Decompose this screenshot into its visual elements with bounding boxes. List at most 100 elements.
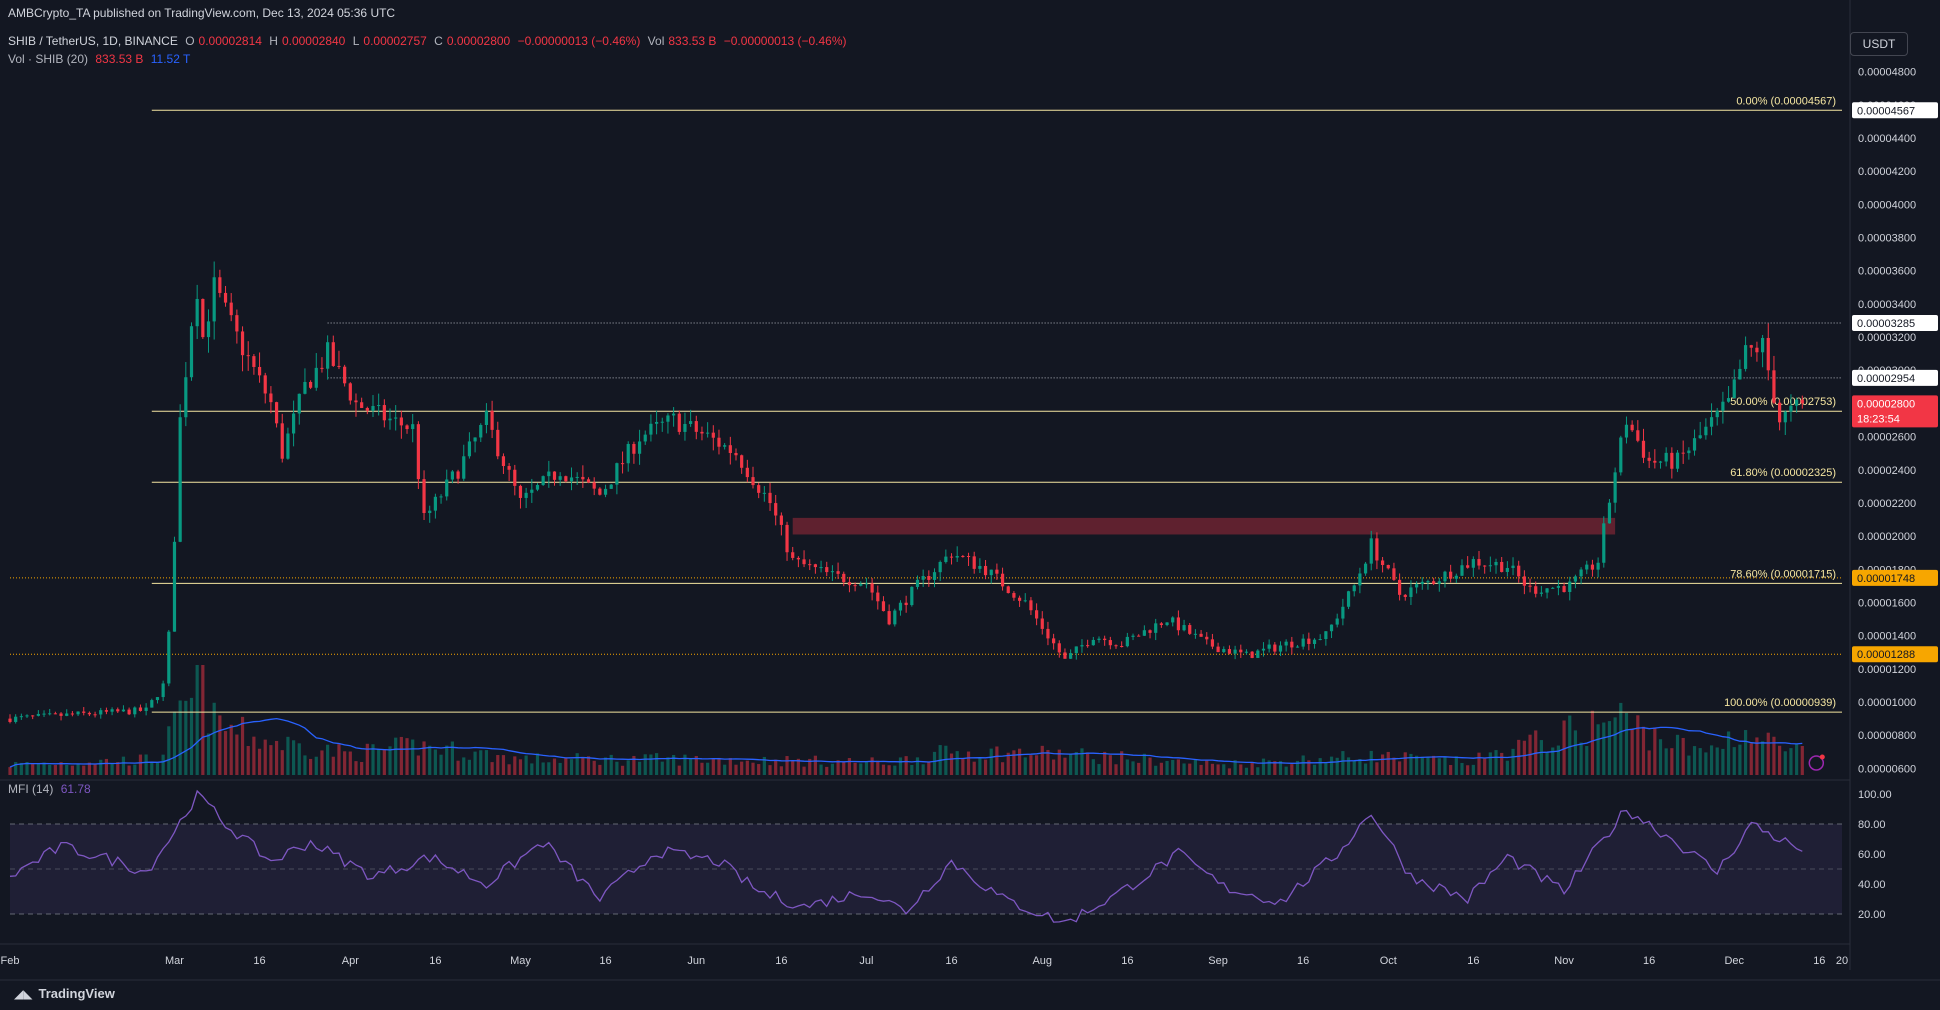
candle-body — [93, 714, 97, 716]
volume-label[interactable]: Vol · SHIB (20) — [8, 52, 89, 66]
candle-body — [689, 421, 693, 424]
volume-bar — [1017, 748, 1022, 775]
currency-button[interactable]: USDT — [1850, 32, 1908, 56]
volume-bar — [19, 762, 23, 775]
volume-bar — [1040, 745, 1044, 775]
volume-bar — [813, 755, 817, 775]
mfi-tick-label: 100.00 — [1858, 789, 1892, 801]
price-tick-label: 0.00004800 — [1858, 67, 1916, 79]
volume-bar — [303, 755, 307, 775]
volume-bar — [1363, 763, 1368, 775]
volume-bar — [632, 755, 636, 775]
candle-body — [791, 552, 795, 558]
open-label: O — [185, 34, 195, 48]
candle-body — [360, 402, 364, 408]
volume-bar — [93, 764, 97, 775]
volume-bar — [1352, 761, 1356, 775]
date-tick-label: 16 — [1813, 955, 1825, 967]
mfi-tick-label: 20.00 — [1858, 909, 1886, 921]
volume-bar — [439, 754, 443, 775]
volume-bar — [1545, 752, 1549, 775]
volume-bar — [1256, 767, 1260, 775]
volume-bar — [1114, 764, 1118, 775]
candle-body — [1335, 618, 1339, 625]
candle-body — [1069, 653, 1073, 659]
volume-bar — [354, 761, 358, 775]
candle-body — [286, 433, 290, 459]
volume-bar — [1715, 747, 1719, 775]
candle-body — [496, 429, 500, 457]
volume-bar — [184, 700, 188, 775]
volume-bar — [513, 756, 517, 775]
candle-body — [910, 586, 914, 606]
volume-bar — [1726, 731, 1731, 775]
candle-body — [1154, 623, 1158, 633]
volume-bar — [575, 753, 579, 775]
candle-body — [649, 423, 653, 435]
date-tick-label: Apr — [342, 955, 359, 967]
brand-name: TradingView — [38, 986, 115, 1001]
volume-bar — [314, 756, 318, 775]
volume-bar — [887, 765, 891, 775]
date-tick-label: 16 — [429, 955, 441, 967]
candle-body — [1250, 651, 1254, 658]
volume-bar — [1176, 759, 1180, 775]
volume-bar — [518, 759, 523, 775]
volume-bar — [343, 751, 347, 775]
candle-body — [961, 555, 965, 557]
volume-bar — [1000, 762, 1005, 775]
volume-bar — [1210, 763, 1215, 775]
volume-bar — [1800, 745, 1804, 775]
volume-bar — [337, 744, 341, 775]
candle-body — [1352, 585, 1356, 592]
mfi-label[interactable]: MFI (14) — [8, 782, 54, 796]
candle-body — [1726, 398, 1731, 402]
date-tick-label: 16 — [1643, 955, 1655, 967]
candle-body — [785, 524, 789, 553]
candle-body — [252, 356, 256, 367]
volume-bar — [1619, 702, 1623, 775]
fib-level-label: 50.00% (0.00002753) — [1730, 396, 1836, 408]
volume-bar — [1188, 763, 1192, 775]
volume-bar — [416, 755, 420, 775]
candle-body — [677, 413, 681, 432]
candle-body — [615, 463, 619, 485]
volume-bar — [1193, 759, 1198, 775]
candle-body — [643, 434, 647, 442]
volume-bar — [728, 758, 732, 775]
volume-bar — [1704, 752, 1708, 775]
volume-bar — [785, 756, 789, 775]
volume-bar — [178, 700, 182, 775]
candle-body — [1755, 347, 1759, 353]
candle-body — [501, 456, 506, 467]
volume-bar — [989, 748, 993, 775]
candle-body — [167, 631, 171, 684]
volume-bar — [1432, 755, 1436, 775]
candle-body — [1103, 638, 1107, 641]
volume-bar — [127, 765, 131, 775]
volume-bar — [654, 753, 659, 775]
candle-body — [456, 471, 460, 479]
volume-bar — [802, 766, 806, 775]
candle-body — [25, 715, 29, 717]
volume-bar — [524, 755, 528, 775]
volume-bar — [1562, 720, 1566, 775]
candle-body — [694, 421, 698, 432]
volume-bar — [36, 763, 40, 775]
candle-body — [586, 479, 591, 483]
volume-bar — [235, 734, 239, 775]
volume-bar — [643, 754, 647, 775]
volume-bar — [836, 760, 840, 775]
candle-body — [1114, 645, 1118, 647]
volume-bar — [978, 757, 982, 775]
candle-body — [569, 477, 574, 482]
volume-bar — [564, 757, 568, 775]
candle-body — [859, 583, 863, 586]
volume-bar — [1080, 748, 1084, 775]
symbol-name[interactable]: SHIB / TetherUS, 1D, BINANCE — [8, 34, 178, 48]
volume-bar — [706, 762, 710, 775]
candle-body — [547, 471, 551, 477]
candle-body — [1743, 345, 1748, 369]
volume-bar — [1630, 728, 1634, 775]
